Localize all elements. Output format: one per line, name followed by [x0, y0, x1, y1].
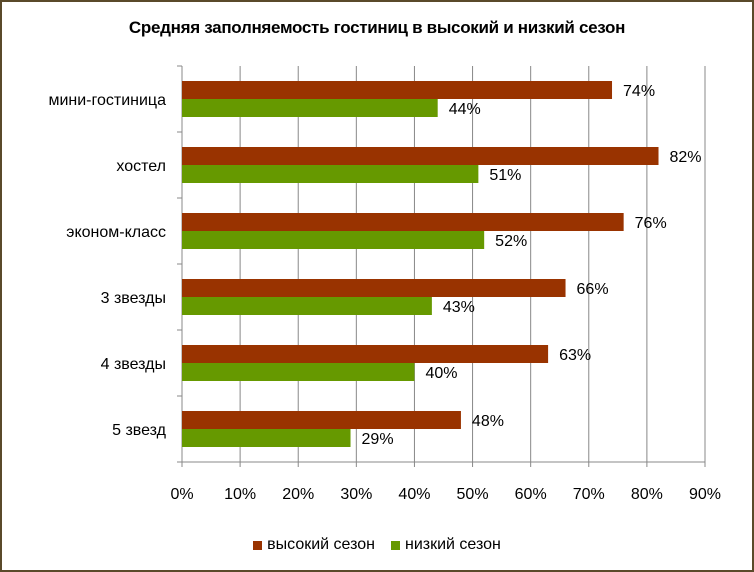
bar-0-1	[182, 147, 659, 165]
bar-1-5	[182, 429, 351, 447]
value-label-0-4: 63%	[559, 347, 591, 364]
value-label-0-3: 66%	[577, 281, 609, 298]
x-tick-label-60: 60%	[515, 486, 547, 503]
bar-0-0	[182, 81, 613, 99]
x-tick-label-10: 10%	[224, 486, 256, 503]
legend-item-high-season: высокий сезон	[253, 536, 375, 554]
x-tick-label-90: 90%	[689, 486, 721, 503]
legend-label-high-season: высокий сезон	[267, 536, 375, 553]
bar-0-2	[182, 213, 624, 231]
value-label-1-0: 44%	[449, 101, 481, 118]
bar-1-2	[182, 231, 485, 249]
value-label-1-1: 51%	[489, 167, 521, 184]
value-label-1-4: 40%	[425, 365, 457, 382]
value-label-1-2: 52%	[495, 233, 527, 250]
category-label-0: мини-гостиница	[48, 92, 166, 109]
category-label-1: хостел	[116, 158, 166, 175]
x-tick-label-70: 70%	[573, 486, 605, 503]
legend-item-low-season: низкий сезон	[390, 536, 501, 554]
chart-title: Средняя заполняемость гостиниц в высокий…	[128, 18, 626, 37]
bar-1-1	[182, 165, 479, 183]
x-tick-label-20: 20%	[282, 486, 314, 503]
bar-1-0	[182, 99, 438, 117]
legend: высокий сезон низкий сезон	[2, 536, 752, 554]
value-label-0-5: 48%	[472, 413, 504, 430]
category-label-3: 3 звезды	[101, 290, 166, 307]
category-label-2: эконом-класс	[66, 224, 166, 241]
value-label-1-5: 29%	[362, 431, 394, 448]
legend-swatch-high-season	[253, 540, 263, 550]
x-tick-label-0: 0%	[170, 486, 193, 503]
legend-swatch-low-season	[390, 540, 400, 550]
category-label-4: 4 звезды	[101, 356, 166, 373]
x-tick-label-30: 30%	[340, 486, 372, 503]
bar-0-5	[182, 411, 461, 429]
value-label-0-2: 76%	[635, 215, 667, 232]
bar-0-3	[182, 279, 566, 297]
x-tick-label-40: 40%	[398, 486, 430, 503]
legend-label-low-season: низкий сезон	[404, 536, 501, 553]
bar-0-4	[182, 345, 549, 363]
value-label-0-1: 82%	[670, 149, 702, 166]
value-label-0-0: 74%	[623, 83, 655, 100]
category-label-5: 5 звезд	[112, 422, 167, 439]
value-label-1-3: 43%	[443, 299, 475, 316]
bar-1-4	[182, 363, 415, 381]
x-tick-label-50: 50%	[457, 486, 489, 503]
bar-1-3	[182, 297, 432, 315]
x-tick-label-80: 80%	[631, 486, 663, 503]
